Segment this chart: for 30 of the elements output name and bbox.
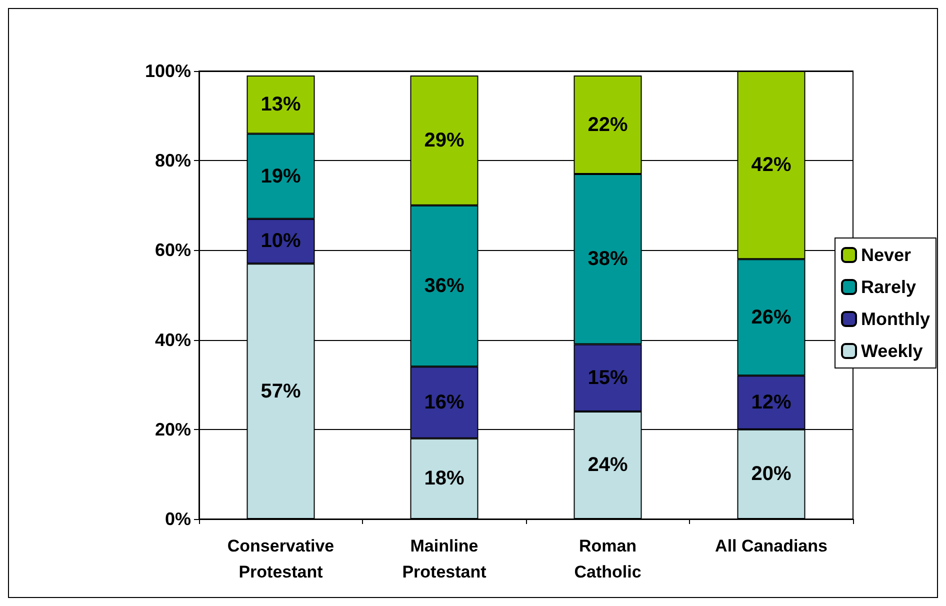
y-tick-label: 80% [154,150,191,171]
y-tick-label: 40% [154,330,191,350]
y-tick-label: 0% [164,509,191,529]
data-label: 13% [260,94,301,116]
y-tick-label: 20% [154,419,191,440]
data-label: 10% [260,230,301,252]
data-label: 12% [751,392,792,414]
data-label: 26% [751,306,792,328]
y-tick-label: 60% [154,240,191,260]
data-label: 42% [751,154,792,176]
data-label: 16% [424,392,464,414]
x-tick-label: Roman Catholic [574,536,642,582]
data-label: 36% [424,275,464,298]
x-tick-label: All Canadians [715,536,828,556]
y-tick-label: 100% [144,61,191,81]
x-tick-label: Conservative Protestant [227,536,334,582]
data-label: 19% [260,165,301,188]
data-label: 18% [424,468,464,490]
data-label: 20% [751,463,792,486]
data-label: 38% [588,248,628,270]
x-tick-label: Mainline Protestant [402,536,487,582]
data-label: 29% [424,129,464,152]
legend-label: Never [861,245,912,265]
legend-label: Rarely [861,277,916,297]
data-label: 24% [588,454,628,476]
data-label: 57% [260,380,301,402]
legend-label: Weekly [861,341,923,361]
data-label: 15% [588,366,628,389]
data-label: 22% [588,114,628,136]
legend-label: Monthly [861,309,930,329]
